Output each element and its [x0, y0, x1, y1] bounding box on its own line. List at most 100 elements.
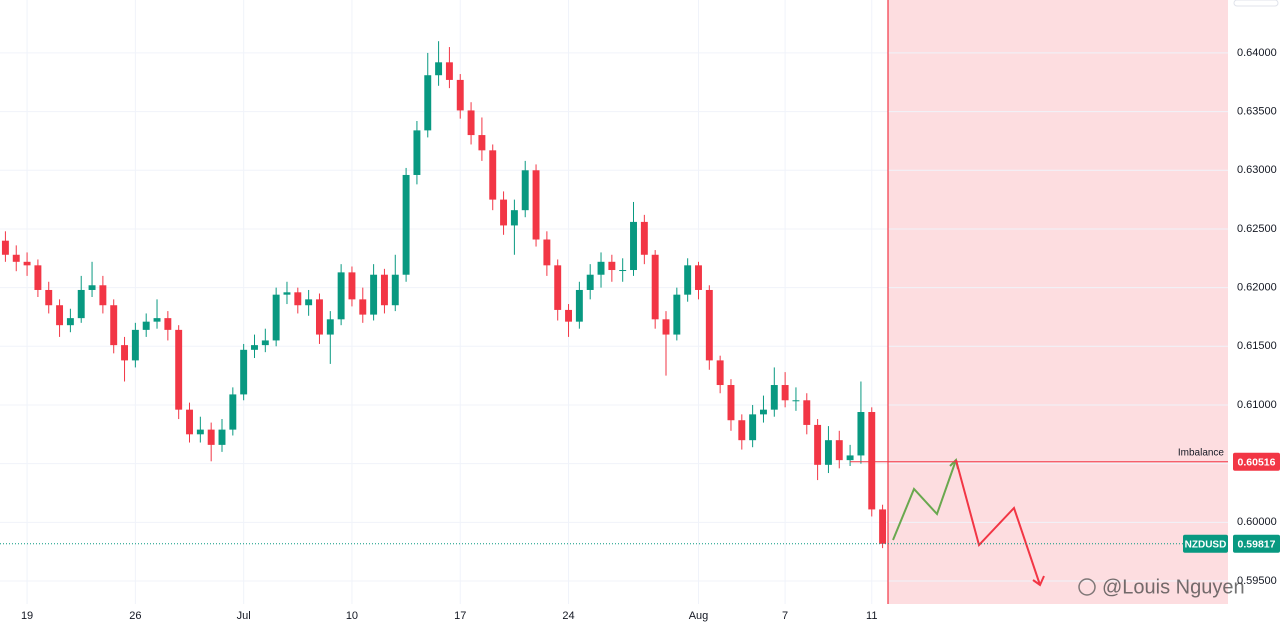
watermark: @Louis Nguyen	[1078, 576, 1245, 598]
x-tick-label: 17	[454, 610, 466, 622]
candle-body	[532, 170, 540, 240]
candle-body	[759, 409, 767, 415]
candle-body	[727, 385, 735, 421]
candle-body	[846, 455, 854, 461]
candle-body	[283, 292, 291, 295]
projection-down-arrow	[1032, 575, 1045, 587]
candle-body	[500, 199, 508, 226]
candle-body	[131, 329, 139, 361]
y-tick-label: 0.63000	[1237, 164, 1277, 176]
candle-body	[370, 274, 378, 315]
candle-body	[240, 349, 248, 395]
y-tick-label: 0.61500	[1237, 340, 1277, 352]
candle-body	[34, 265, 42, 290]
candle-body	[99, 285, 107, 306]
candle-body	[315, 299, 323, 335]
candle-body	[521, 170, 529, 211]
candle-body	[337, 272, 345, 320]
candle-body	[186, 409, 193, 435]
y-tick-label: 0.59500	[1237, 575, 1277, 587]
y-tick-label: 0.63500	[1237, 106, 1277, 118]
candle-body	[792, 400, 800, 402]
watermark-text: @Louis Nguyen	[1102, 576, 1245, 598]
candle-body	[597, 261, 605, 275]
candle-body	[662, 319, 670, 335]
y-tick-label: 0.62000	[1237, 282, 1277, 294]
candle-body	[478, 135, 486, 151]
candle-body	[294, 292, 302, 306]
candle-body	[705, 289, 713, 361]
candle-body	[348, 272, 356, 300]
y-tick-label: 0.60000	[1237, 516, 1277, 528]
projection-down	[955, 459, 1041, 586]
candle-body	[640, 221, 648, 255]
overlay: 0.595000.600000.605000.610000.615000.620…	[0, 47, 1280, 622]
scale-button[interactable]	[1233, 0, 1279, 7]
candle-body	[781, 385, 789, 401]
candle-body	[673, 294, 681, 335]
x-tick-label: 11	[866, 610, 877, 622]
candle-body	[575, 289, 583, 322]
symbol-label: NZDUSD	[1185, 539, 1227, 550]
candle-body	[272, 294, 280, 341]
x-tick-label: 19	[21, 610, 33, 622]
imbalance-label: Imbalance	[1178, 447, 1225, 458]
candle-body	[749, 414, 757, 441]
candle-body	[456, 79, 464, 111]
candle-body	[803, 400, 811, 425]
candle-body	[326, 319, 334, 335]
candle-body	[56, 305, 64, 326]
x-tick-label: 7	[782, 610, 788, 622]
candle-body	[207, 429, 215, 445]
candle-body	[835, 440, 843, 461]
candle-body	[391, 274, 399, 306]
candle-body	[824, 440, 832, 465]
candle-body	[684, 265, 692, 295]
candle-body	[738, 420, 746, 441]
candle-body	[77, 289, 85, 319]
candle-body	[121, 345, 129, 361]
x-tick-label: Aug	[689, 610, 709, 622]
watermark-icon	[1078, 578, 1096, 596]
candle-body	[402, 174, 410, 275]
y-tick-label: 0.62500	[1237, 223, 1277, 235]
candle-body	[1, 240, 9, 255]
candle-body	[424, 75, 432, 131]
candle-body	[868, 412, 876, 510]
candle-body	[88, 285, 96, 290]
candle-body	[489, 150, 497, 200]
candle-body	[110, 305, 118, 346]
candle-body	[261, 340, 269, 346]
candle-body	[445, 62, 453, 80]
x-tick-label: 24	[562, 610, 574, 622]
imbalance-price: 0.60516	[1238, 457, 1276, 469]
candle-body	[380, 274, 388, 306]
candle-body	[651, 254, 659, 320]
imbalance-tag	[1233, 452, 1280, 471]
symbol-tag	[1183, 534, 1228, 553]
x-tick-label: 26	[129, 610, 141, 622]
candle-body	[164, 318, 172, 330]
candle-body	[218, 429, 226, 445]
candle-body	[12, 254, 20, 262]
candle-body	[45, 289, 53, 306]
candle-body	[630, 221, 637, 271]
candle-body	[175, 329, 183, 410]
y-tick-label: 0.64000	[1237, 47, 1277, 59]
candle-body	[543, 239, 551, 266]
candle-body	[814, 424, 822, 465]
candle-body	[879, 509, 887, 544]
candle-body	[619, 270, 627, 272]
candle-body	[435, 62, 443, 76]
candle-body	[142, 321, 150, 330]
candles	[1, 41, 887, 549]
candle-body	[66, 318, 74, 326]
candle-body	[857, 412, 865, 456]
candle-body	[196, 429, 204, 435]
candle-body	[359, 299, 367, 315]
candle-body	[467, 110, 475, 136]
last-price-label: 0.59817	[1238, 539, 1276, 551]
last-price-tag	[1233, 534, 1280, 553]
candle-body	[716, 360, 724, 386]
